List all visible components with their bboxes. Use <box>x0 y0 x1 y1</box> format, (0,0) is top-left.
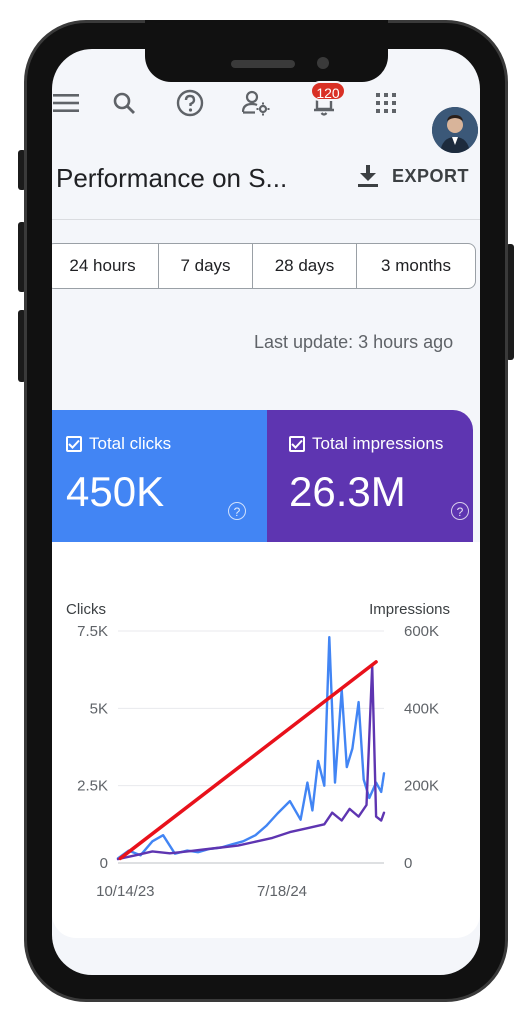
speaker-grille <box>231 60 295 68</box>
left-tick-label: 7.5K <box>77 623 108 640</box>
checkbox-icon[interactable] <box>66 436 82 452</box>
total-clicks-label: Total clicks <box>89 434 172 453</box>
range-3-months[interactable]: 3 months <box>381 256 451 275</box>
total-impressions-label: Total impressions <box>312 434 444 453</box>
volume-down-button <box>18 310 26 382</box>
total-impressions-card[interactable]: Total impressions 26.3M ? <box>267 410 473 542</box>
front-camera <box>317 57 329 69</box>
right-tick-label: 0 <box>404 855 412 872</box>
manage-users-icon[interactable] <box>242 89 270 117</box>
total-clicks-card[interactable]: Total clicks 450K ? <box>52 410 267 542</box>
help-icon[interactable]: ? <box>451 502 469 520</box>
power-button <box>506 244 514 360</box>
left-tick-label: 5K <box>90 700 108 717</box>
page-title: Performance on S... <box>56 163 288 193</box>
mute-switch <box>18 150 26 190</box>
phone-screen: 120 Performance on S... EXPORT 24 hours … <box>52 49 480 975</box>
volume-up-button <box>18 222 26 292</box>
right-tick-label: 400K <box>404 700 439 717</box>
range-24-hours[interactable]: 24 hours <box>52 244 159 288</box>
last-update-text: Last update: 3 hours ago <box>254 332 454 352</box>
trend-line <box>118 660 378 861</box>
right-tick-label: 600K <box>404 623 439 640</box>
chart-canvas: Clicks Impressions 0 0 2.5K 200K 5K 400K 7.5K 600… <box>66 601 450 900</box>
menu-icon[interactable] <box>52 89 80 117</box>
right-axis-title: Impressions <box>369 601 450 618</box>
range-7-days[interactable]: 7 days <box>159 244 253 288</box>
range-28-days[interactable]: 28 days <box>253 244 357 288</box>
apps-grid-icon[interactable] <box>372 89 400 117</box>
phone-notch <box>145 20 388 82</box>
metric-cards: Total clicks 450K ? Total impressions 26… <box>52 410 473 542</box>
total-clicks-value: 450K <box>66 468 165 515</box>
help-icon[interactable] <box>176 89 204 117</box>
account-avatar[interactable] <box>432 107 478 153</box>
left-axis-title: Clicks <box>66 601 106 618</box>
x-tick-label: 7/18/24 <box>257 883 307 900</box>
left-tick-label: 0 <box>100 855 108 872</box>
search-icon[interactable] <box>110 89 138 117</box>
x-tick-label: 10/14/23 <box>96 883 154 900</box>
left-tick-label: 2.5K <box>77 778 108 795</box>
checkbox-icon[interactable] <box>289 436 305 452</box>
export-label: EXPORT <box>392 165 470 186</box>
download-icon <box>358 165 378 187</box>
right-tick-label: 200K <box>404 778 439 795</box>
notification-badge: 120 <box>310 81 346 101</box>
export-button[interactable]: EXPORT <box>358 165 469 187</box>
help-icon[interactable]: ? <box>228 502 246 520</box>
total-impressions-value: 26.3M <box>289 468 406 515</box>
date-range-selector: 24 hours 7 days 28 days 3 months <box>52 243 476 289</box>
top-toolbar <box>52 75 480 153</box>
header-divider <box>52 219 480 220</box>
performance-chart: Clicks Impressions 0 0 2.5K 200K 5K 400K 7.5K 600… <box>52 542 480 938</box>
clicks-series-line <box>116 635 386 860</box>
impressions-series-line <box>116 664 386 861</box>
